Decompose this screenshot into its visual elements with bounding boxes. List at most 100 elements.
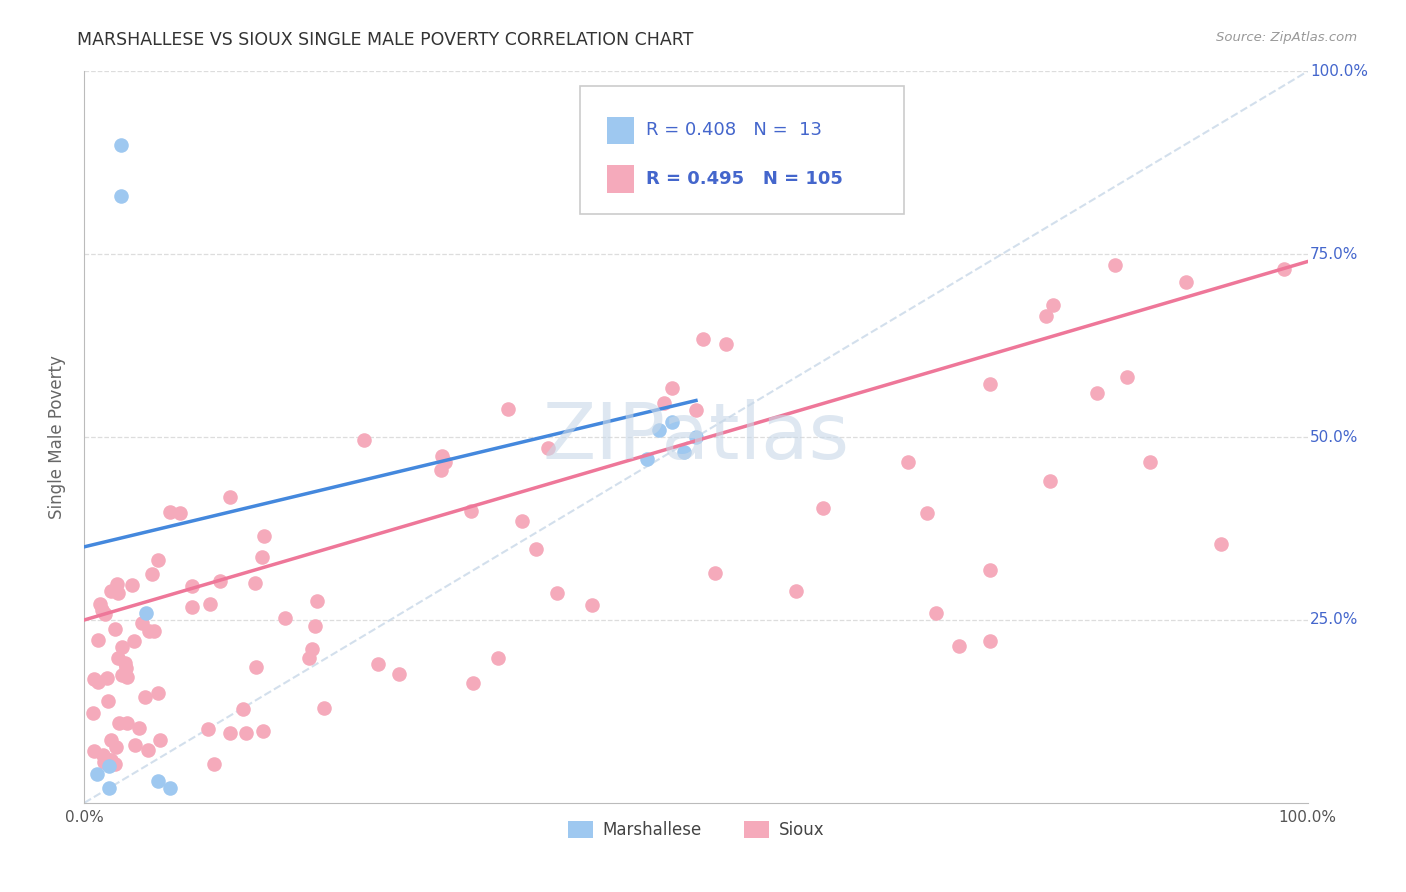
Point	[388, 666, 411, 681]
Point	[122, 633, 145, 648]
Point	[1039, 474, 1062, 488]
Point	[661, 380, 683, 394]
Point	[367, 657, 389, 671]
Point	[486, 650, 509, 665]
Point	[714, 336, 737, 351]
Point	[537, 441, 560, 455]
Point	[97, 759, 120, 773]
Point	[107, 651, 129, 665]
Point	[685, 430, 707, 444]
Point	[169, 506, 191, 520]
Point	[979, 377, 1001, 392]
Point	[218, 490, 240, 504]
Point	[1175, 275, 1198, 289]
Point	[146, 686, 169, 700]
Text: R = 0.408   N =  13: R = 0.408 N = 13	[645, 121, 823, 139]
Point	[703, 566, 725, 581]
Point	[135, 606, 157, 620]
Point	[353, 434, 375, 448]
Point	[104, 739, 127, 754]
Point	[100, 583, 122, 598]
Point	[104, 622, 127, 636]
Point	[97, 781, 120, 796]
Point	[510, 515, 533, 529]
Point	[897, 455, 920, 469]
Point	[91, 747, 114, 762]
Point	[304, 619, 326, 633]
Point	[141, 566, 163, 581]
Point	[253, 529, 276, 543]
Point	[86, 766, 108, 780]
Point	[87, 632, 110, 647]
Point	[301, 641, 323, 656]
Point	[105, 577, 128, 591]
Point	[159, 781, 181, 796]
Point	[636, 452, 658, 467]
FancyBboxPatch shape	[579, 86, 904, 214]
Point	[134, 690, 156, 704]
Text: MARSHALLESE VS SIOUX SINGLE MALE POVERTY CORRELATION CHART: MARSHALLESE VS SIOUX SINGLE MALE POVERTY…	[77, 31, 693, 49]
Point	[524, 541, 547, 556]
Legend: Marshallese, Sioux: Marshallese, Sioux	[561, 814, 831, 846]
Point	[1139, 455, 1161, 469]
Point	[89, 597, 111, 611]
Point	[232, 702, 254, 716]
Point	[181, 579, 204, 593]
Point	[159, 505, 181, 519]
Point	[131, 615, 153, 630]
Point	[948, 640, 970, 654]
Point	[124, 738, 146, 752]
Point	[97, 694, 120, 708]
Point	[96, 671, 118, 685]
Point	[430, 449, 453, 463]
Point	[197, 722, 219, 736]
Text: R = 0.495   N = 105: R = 0.495 N = 105	[645, 170, 842, 188]
Point	[208, 574, 231, 589]
Point	[429, 463, 451, 477]
Point	[274, 611, 297, 625]
Bar	[606, 165, 634, 193]
Point	[1211, 537, 1233, 551]
Text: Source: ZipAtlas.com: Source: ZipAtlas.com	[1216, 31, 1357, 45]
Point	[297, 650, 319, 665]
Point	[235, 726, 257, 740]
Point	[121, 578, 143, 592]
Point	[111, 640, 134, 654]
Point	[1272, 261, 1295, 276]
Bar	[606, 117, 634, 145]
Point	[107, 715, 129, 730]
Text: 100.0%: 100.0%	[1310, 64, 1368, 78]
Point	[312, 701, 335, 715]
Point	[917, 506, 939, 520]
Point	[83, 744, 105, 758]
Point	[546, 586, 568, 600]
Point	[93, 607, 115, 621]
Point	[111, 668, 134, 682]
Point	[463, 675, 485, 690]
Point	[128, 721, 150, 735]
Point	[1085, 386, 1108, 401]
Point	[107, 586, 129, 600]
Point	[581, 599, 603, 613]
Text: 50.0%: 50.0%	[1310, 430, 1358, 444]
Point	[115, 715, 138, 730]
Point	[785, 584, 807, 599]
Point	[143, 624, 166, 638]
Point	[692, 332, 714, 346]
Point	[252, 724, 274, 739]
Point	[198, 597, 221, 611]
Text: ZIPatlas: ZIPatlas	[543, 399, 849, 475]
Point	[433, 455, 456, 469]
Point	[661, 416, 683, 430]
Point	[811, 500, 834, 515]
Point	[98, 754, 121, 768]
Point	[1104, 258, 1126, 272]
Point	[146, 553, 169, 567]
Point	[307, 593, 329, 607]
Y-axis label: Single Male Poverty: Single Male Poverty	[48, 355, 66, 519]
Point	[110, 137, 132, 152]
Point	[181, 599, 204, 614]
Point	[652, 396, 675, 410]
Point	[1116, 369, 1139, 384]
Point	[245, 575, 267, 590]
